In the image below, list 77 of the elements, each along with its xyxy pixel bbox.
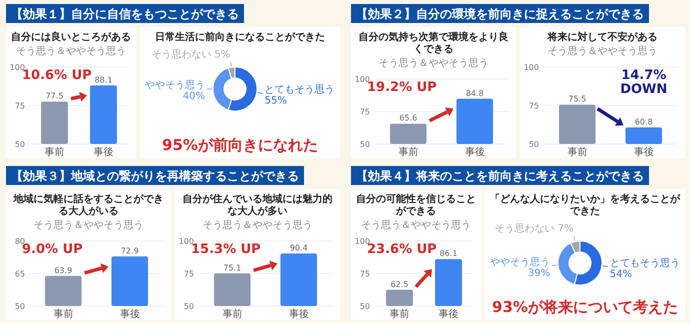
- x-tick-label: 事後: [634, 146, 654, 158]
- text: 【効果３】地域との繋がりを再構築することができる: [11, 169, 299, 183]
- text: 【効果２】自分の環境を前向きに捉えることができる: [356, 7, 644, 21]
- data-label: 40%: [182, 91, 205, 102]
- chart-title: 自分の可能性を信じることができる: [356, 193, 476, 217]
- data-label: 72.9: [120, 246, 139, 256]
- annotation: 19.2% UP: [367, 80, 437, 95]
- annotation: 14.7% DOWN: [620, 68, 668, 97]
- data-label: 39%: [528, 268, 550, 279]
- chart-subtitle: そう思う＆ややそう思う: [548, 46, 658, 57]
- data-label: 54%: [610, 268, 632, 280]
- y-tick-label: 75: [360, 108, 370, 116]
- x-tick-label: 事前: [398, 146, 418, 158]
- x-tick-label: 事前: [44, 146, 64, 158]
- slice-label: とてもそう思う: [264, 84, 335, 96]
- y-tick-label: 100: [524, 63, 539, 72]
- slice-label: そう思わない 5%: [151, 49, 230, 60]
- slice-label: ややそう思う: [490, 256, 550, 268]
- chart-subtitle: そう思う＆ややそう思う: [34, 220, 144, 231]
- y-tick-label: 100: [178, 237, 194, 246]
- chart-title: 日常生活に前向きになることができた: [155, 31, 325, 43]
- data-label: 63.9: [54, 266, 72, 275]
- data-label: 90.4: [290, 243, 308, 252]
- y-tick-label: 50: [14, 302, 25, 311]
- x-tick-label: 事後: [94, 146, 114, 158]
- data-label: 62.5: [390, 280, 408, 289]
- chart-title: 自分には良いところがある: [11, 31, 131, 43]
- data-label: 77.5: [46, 92, 64, 101]
- y-tick-label: 100: [354, 75, 370, 84]
- slice-label: ややそう思う: [145, 80, 205, 91]
- data-label: 55%: [264, 96, 287, 107]
- annotation: 9.0% UP: [22, 242, 83, 257]
- y-tick-label: 50: [184, 302, 194, 311]
- x-tick-label: 事前: [222, 308, 242, 320]
- annotation: 15.3% UP: [191, 242, 261, 257]
- data-label: 86.1: [440, 249, 458, 258]
- annotation: 23.6% UP: [367, 242, 437, 257]
- data-label: 75.5: [568, 94, 586, 104]
- y-tick-label: 100: [10, 63, 25, 72]
- x-tick-label: 事後: [120, 308, 140, 320]
- y-tick-label: 75: [14, 102, 25, 110]
- chart-title: 「どんな人になりたいか」を考えることができた: [490, 193, 681, 217]
- x-tick-label: 事後: [438, 308, 458, 320]
- text: 93%が将来について考えた: [492, 298, 678, 316]
- y-tick-label: 75: [184, 270, 194, 278]
- text: 【効果１】自分に自信をもつことができる: [11, 7, 239, 21]
- data-label: 65.6: [399, 114, 418, 123]
- x-tick-label: 事後: [464, 146, 485, 158]
- chart-subtitle: そう思う＆ややそう思う: [378, 58, 488, 69]
- chart-title: 自分が住んでいる地域には魅力的な大人が多い: [182, 193, 332, 217]
- chart-title: 地域に気軽に話をすることができる大人がいる: [12, 193, 164, 217]
- x-tick-label: 事後: [288, 308, 309, 320]
- chart-title: 自分の気持ち次第で環境をより良くできる: [358, 31, 508, 55]
- y-tick-label: 75: [360, 270, 370, 278]
- y-tick-label: 65: [14, 270, 25, 278]
- x-tick-label: 事前: [53, 308, 74, 320]
- chart-subtitle: そう思う＆ややそう思う: [16, 46, 126, 57]
- annotation: 10.6% UP: [22, 68, 92, 83]
- y-tick-label: 50: [360, 302, 370, 311]
- y-tick-label: 75: [528, 102, 539, 110]
- y-tick-label: 50: [528, 140, 539, 149]
- slice-label: そう思わない 7%: [494, 224, 574, 235]
- y-tick-label: 50: [14, 140, 25, 149]
- data-label: 84.8: [466, 88, 484, 98]
- chart-subtitle: そう思う＆ややそう思う: [361, 220, 471, 231]
- text: 【効果４】将来のことを前向きに考えることができる: [356, 169, 644, 183]
- y-tick-label: 100: [354, 237, 370, 246]
- chart-subtitle: そう思う＆ややそう思う: [202, 220, 312, 231]
- data-label: 75.1: [223, 263, 242, 272]
- text: 95%が前向きになれた: [162, 136, 318, 154]
- x-tick-label: 事前: [390, 308, 410, 320]
- data-label: 60.8: [634, 117, 653, 126]
- slice-label: とてもそう思う: [610, 258, 680, 269]
- chart-title: 将来に対して不安がある: [546, 31, 658, 43]
- data-label: 88.1: [94, 75, 112, 84]
- y-tick-label: 50: [360, 140, 370, 149]
- x-tick-label: 事前: [567, 146, 588, 158]
